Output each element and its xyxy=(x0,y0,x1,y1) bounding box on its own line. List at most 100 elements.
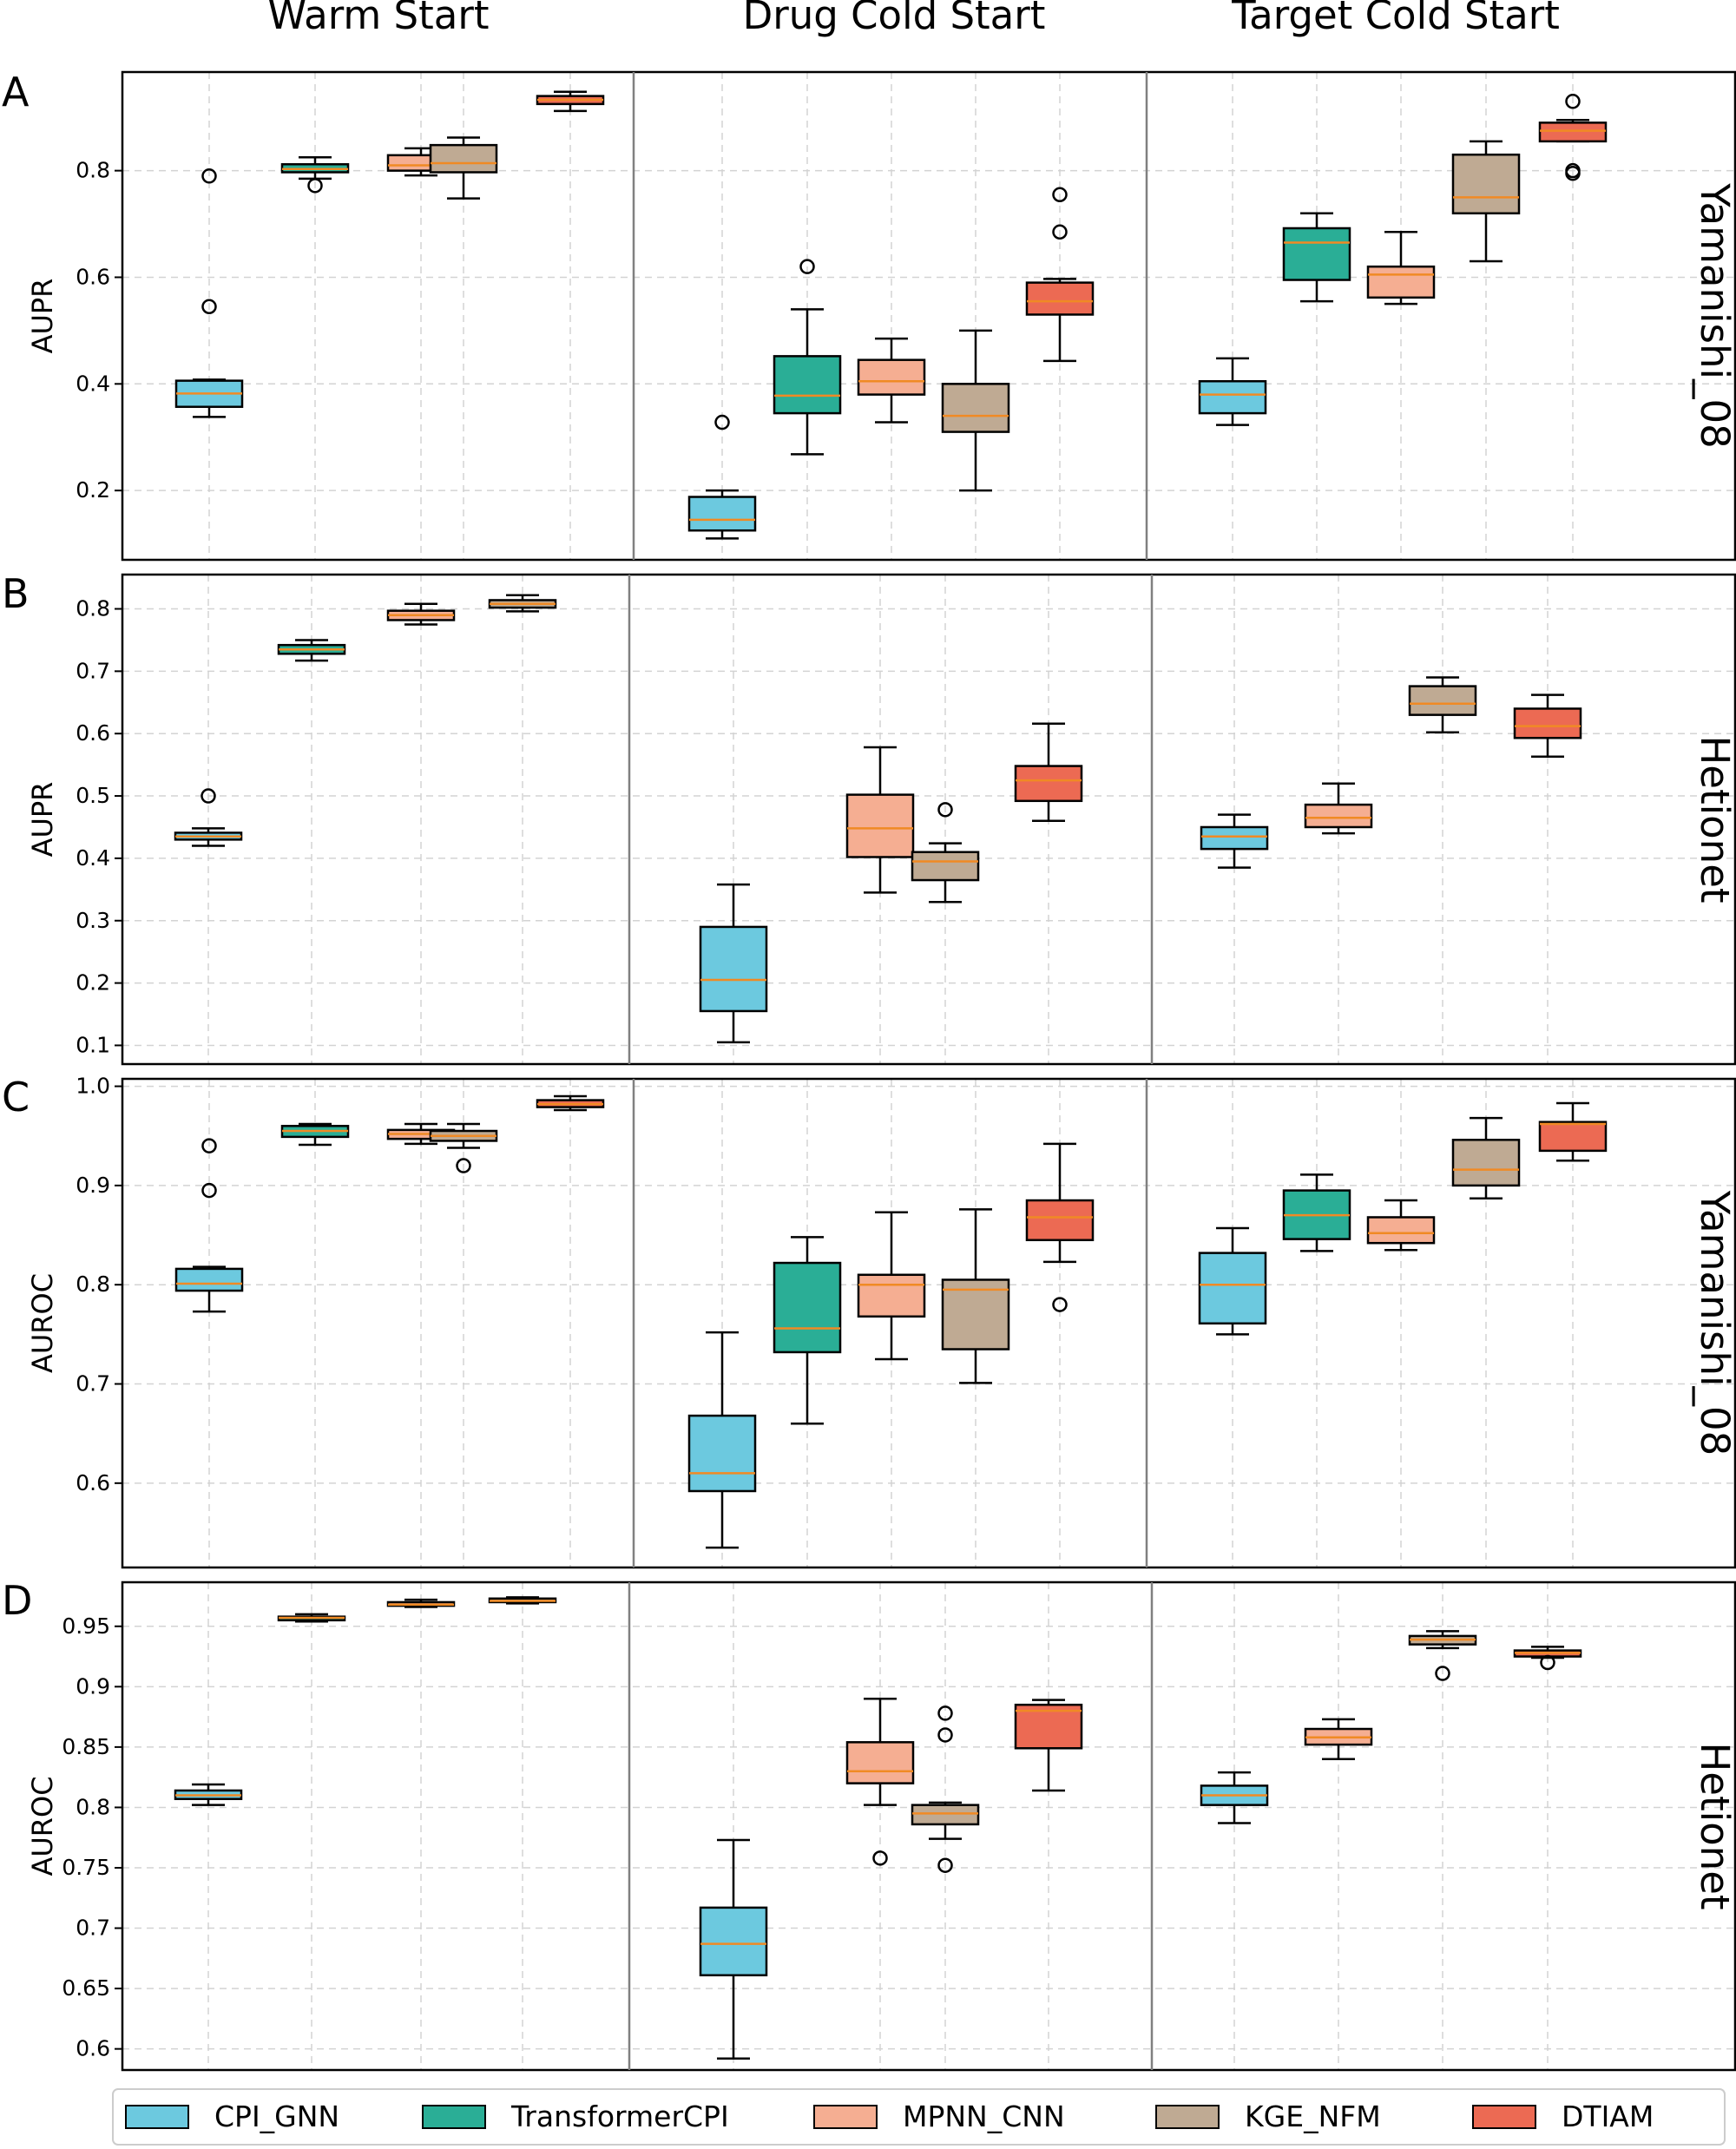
iqr-box xyxy=(1366,1216,1436,1245)
box-cpi-gnn xyxy=(699,1838,768,2060)
group-target-cold-start xyxy=(1198,1101,1608,1336)
outlier-point xyxy=(1052,224,1068,240)
group-warm-start xyxy=(174,1596,557,1806)
grid-lines xyxy=(122,72,1735,560)
y-axis: 0.2 0.4 0.6 0.8 xyxy=(76,158,122,503)
group-drug-cold-start xyxy=(699,722,1083,1044)
group-drug-cold-start xyxy=(687,187,1095,540)
box-mpnn-cnn xyxy=(386,1598,456,1608)
y-tick-label: 0.8 xyxy=(76,1794,110,1819)
box-kge-nfm xyxy=(1408,1630,1477,1681)
box-mpnn-cnn xyxy=(1366,1199,1436,1252)
legend-label: KGE_NFM xyxy=(1245,2100,1381,2133)
iqr-box xyxy=(1025,281,1095,316)
panel-d: 0.6 0.65 0.7 0.75 0.8 0.85 0.9 0.95 AUROC Hetione… xyxy=(2,1577,1736,2072)
box-transformercpi xyxy=(280,1122,350,1147)
outlier-point xyxy=(456,1158,471,1173)
dataset-label: Hetionet xyxy=(1692,735,1736,903)
group-warm-start xyxy=(174,594,557,847)
y-axis-label: AUROC xyxy=(26,1776,59,1876)
grid-lines xyxy=(122,1079,1735,1567)
legend-item-dtiam: DTIAM xyxy=(1472,2100,1654,2133)
box-dtiam xyxy=(1513,1646,1582,1671)
y-tick-label: 1.0 xyxy=(76,1074,110,1099)
dataset-label: Yamanishi_08 xyxy=(1692,1190,1736,1456)
y-tick-label: 0.8 xyxy=(76,1272,110,1297)
iqr-box xyxy=(1025,1199,1095,1242)
outlier-point xyxy=(1052,187,1068,203)
box-kge-nfm xyxy=(911,802,980,904)
panel-letter: B xyxy=(2,570,30,617)
legend-item-mpnn-cnn: MPNN_CNN xyxy=(813,2100,1065,2133)
panel-b: 0.1 0.2 0.3 0.4 0.5 0.6 0.7 0.8 AUPR Hetionet B xyxy=(2,570,1736,1066)
legend-swatch xyxy=(125,2105,189,2129)
box-transformercpi xyxy=(773,1236,842,1425)
box-mpnn-cnn xyxy=(845,746,915,894)
panel-frame xyxy=(121,1077,1736,1569)
box-dtiam xyxy=(1513,693,1582,759)
iqr-box xyxy=(699,1906,768,1977)
y-tick-label: 0.4 xyxy=(76,371,110,396)
box-kge-nfm xyxy=(1451,1116,1521,1199)
y-tick-label: 0.5 xyxy=(76,783,110,808)
dataset-label: Yamanishi_08 xyxy=(1692,182,1736,449)
legend-label: DTIAM xyxy=(1562,2100,1654,2133)
box-dtiam xyxy=(1538,94,1608,181)
y-tick-label: 0.6 xyxy=(76,1470,110,1495)
y-tick-label: 0.6 xyxy=(76,264,110,289)
outlier-point xyxy=(201,1138,217,1153)
panel-frame xyxy=(121,573,1736,1066)
iqr-box xyxy=(911,1804,980,1826)
iqr-box xyxy=(1451,153,1521,215)
y-tick-label: 0.65 xyxy=(62,1975,110,2001)
y-axis-label: AUPR xyxy=(26,782,59,858)
box-transformercpi xyxy=(280,156,350,194)
y-tick-label: 0.6 xyxy=(76,2036,110,2061)
outlier-point xyxy=(714,414,730,430)
group-target-cold-start xyxy=(1198,94,1608,426)
panel-c: 0.6 0.7 0.8 0.9 1.0 AUROC Yamanishi_08 C xyxy=(2,1074,1736,1569)
legend-label: CPI_GNN xyxy=(214,2100,339,2133)
y-tick-label: 0.3 xyxy=(76,908,110,933)
box-cpi-gnn xyxy=(1198,357,1267,426)
iqr-box xyxy=(845,793,915,858)
iqr-box xyxy=(1282,227,1351,281)
box-kge-nfm xyxy=(429,1122,498,1173)
panel-letter: C xyxy=(2,1074,30,1121)
iqr-box xyxy=(1198,1252,1267,1325)
outlier-point xyxy=(937,1857,953,1873)
iqr-box xyxy=(1304,803,1373,829)
box-kge-nfm xyxy=(429,136,498,200)
iqr-box xyxy=(1538,122,1608,143)
iqr-box xyxy=(941,1278,1010,1351)
iqr-box xyxy=(1513,707,1582,739)
y-tick-label: 0.2 xyxy=(76,477,110,503)
panel-frame xyxy=(121,70,1736,562)
box-transformercpi xyxy=(773,259,842,456)
iqr-box xyxy=(1366,265,1436,299)
legend-item-transformercpi: TransformerCPI xyxy=(422,2100,729,2133)
column-title-drug-cold-start: Drug Cold Start xyxy=(743,0,1046,38)
legend-frame xyxy=(112,2088,1726,2146)
group-drug-cold-start xyxy=(687,1142,1095,1549)
legend-item-cpi-gnn: CPI_GNN xyxy=(125,2100,339,2133)
iqr-box xyxy=(1408,685,1477,716)
outlier-point xyxy=(872,1850,888,1866)
grid-lines xyxy=(122,575,1735,1064)
box-transformercpi xyxy=(1282,212,1351,303)
outlier-point xyxy=(1565,94,1581,109)
column-title-warm-start: Warm Start xyxy=(268,0,490,38)
iqr-box xyxy=(857,1273,926,1318)
y-axis: 0.1 0.2 0.3 0.4 0.5 0.6 0.7 0.8 xyxy=(76,596,122,1057)
legend-swatch xyxy=(813,2105,878,2129)
group-target-cold-start xyxy=(1200,676,1582,869)
y-tick-label: 0.6 xyxy=(76,720,110,746)
iqr-box xyxy=(699,925,768,1013)
box-transformercpi xyxy=(1282,1173,1351,1252)
box-kge-nfm xyxy=(1408,676,1477,734)
panel-a: 0.2 0.4 0.6 0.8 AUPR Yamanishi_08 A xyxy=(2,69,1736,562)
box-mpnn-cnn xyxy=(845,1697,915,1866)
y-tick-label: 0.8 xyxy=(76,158,110,183)
group-drug-cold-start xyxy=(699,1697,1083,2060)
box-transformercpi xyxy=(277,1613,346,1623)
